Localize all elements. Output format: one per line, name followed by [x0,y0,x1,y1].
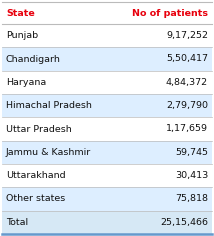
Bar [2,117,212,141]
Bar [2,71,212,94]
Text: 9,17,252: 9,17,252 [166,31,208,40]
Text: Total: Total [6,218,28,227]
Text: Other states: Other states [6,194,65,203]
Text: 25,15,466: 25,15,466 [160,218,208,227]
Text: State: State [6,8,35,17]
Text: Himachal Pradesh: Himachal Pradesh [6,101,92,110]
Text: Punjab: Punjab [6,31,38,40]
Bar [2,24,212,47]
Text: 2,79,790: 2,79,790 [166,101,208,110]
Bar [2,164,212,187]
Bar [2,211,212,234]
Bar [2,141,212,164]
Text: Uttar Pradesh: Uttar Pradesh [6,125,72,134]
Text: Chandigarh: Chandigarh [6,55,61,63]
Bar [2,47,212,71]
Text: Jammu & Kashmir: Jammu & Kashmir [6,148,91,157]
Text: 5,50,417: 5,50,417 [166,55,208,63]
Text: Haryana: Haryana [6,78,46,87]
Bar [2,94,212,117]
Text: 1,17,659: 1,17,659 [166,125,208,134]
Text: No of patients: No of patients [132,8,208,17]
Text: Uttarakhand: Uttarakhand [6,171,66,180]
Text: 75,818: 75,818 [175,194,208,203]
Text: 30,413: 30,413 [175,171,208,180]
Text: 59,745: 59,745 [175,148,208,157]
Bar [2,187,212,211]
Bar [2,2,212,24]
Text: 4,84,372: 4,84,372 [166,78,208,87]
